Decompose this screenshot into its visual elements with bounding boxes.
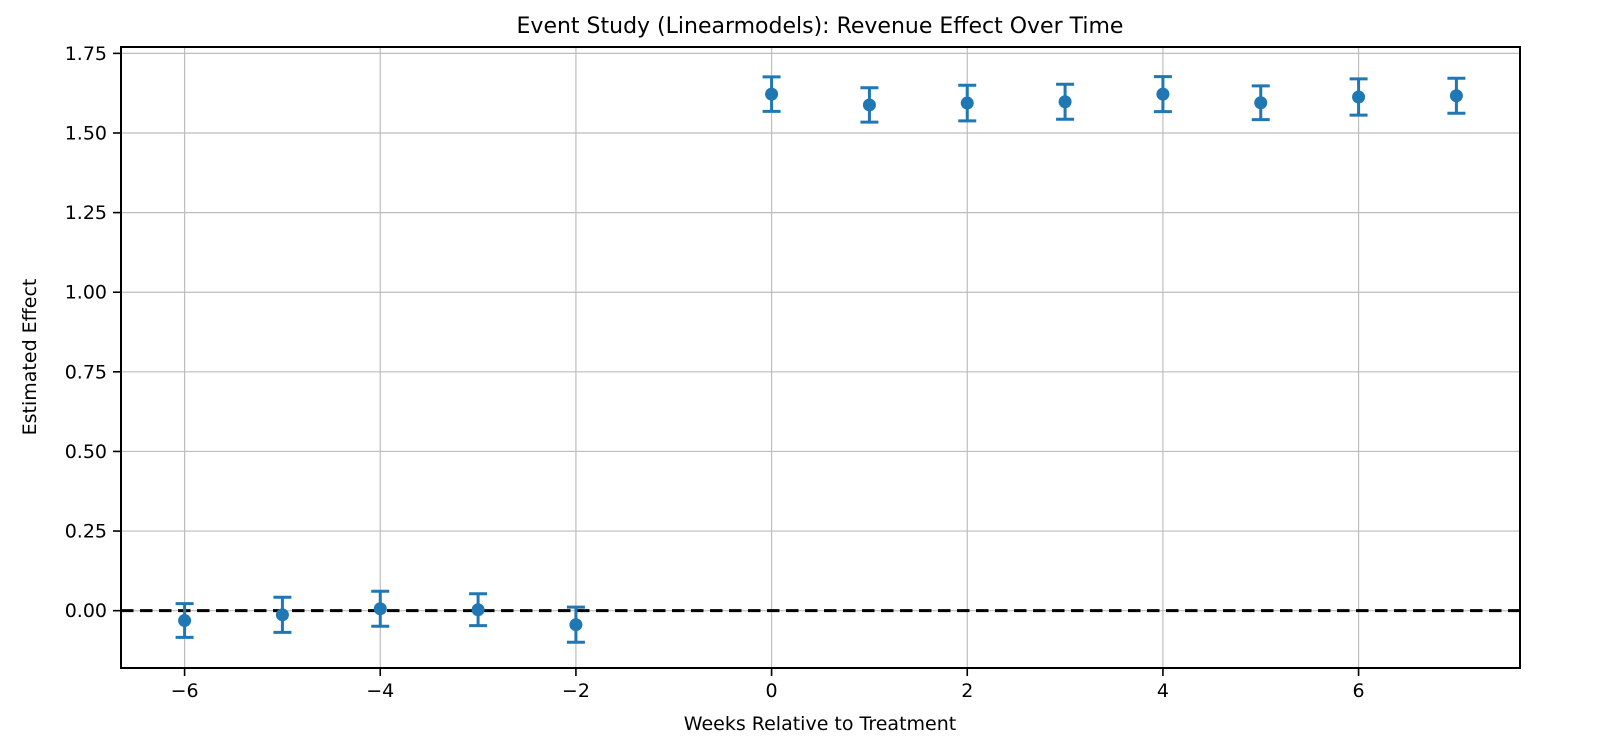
chart-title: Event Study (Linearmodels): Revenue Effe… [517, 14, 1124, 39]
x-tick-label: −4 [366, 680, 394, 702]
y-axis-label: Estimated Effect [19, 279, 41, 436]
x-axis-label: Weeks Relative to Treatment [684, 713, 956, 735]
data-point [569, 618, 583, 632]
y-tick-label: 0.25 [65, 521, 107, 543]
axes-frame-group [120, 46, 1521, 669]
x-tick-label: −6 [171, 680, 199, 702]
x-tick-label: −2 [562, 680, 590, 702]
y-tick-label: 0.75 [65, 361, 107, 383]
y-tick-label: 0.50 [65, 441, 107, 463]
data-point [1058, 95, 1072, 109]
data-point [373, 602, 387, 616]
data-point [1352, 90, 1366, 104]
x-tick-label: 2 [961, 680, 973, 702]
y-tick-label: 1.25 [65, 202, 107, 224]
data-point [1156, 87, 1170, 101]
plot-frame [120, 46, 1521, 669]
data-point [1254, 96, 1268, 110]
data-point [178, 614, 192, 628]
x-tick-label: 6 [1353, 680, 1365, 702]
data-point [862, 98, 876, 112]
data-point [960, 96, 974, 110]
x-tick-label: 0 [766, 680, 778, 702]
x-tick-label: 4 [1157, 680, 1169, 702]
data-point [275, 608, 289, 622]
gridlines-group [121, 47, 1520, 668]
errorbar-series-group [175, 75, 1466, 644]
series-estimated-effect [175, 75, 1466, 644]
y-tick-label: 0.00 [65, 600, 107, 622]
tick-group: −6 −4 −2 0 2 4 6 0.00 0.25 0.50 0.75 1.00 1.25 1.50 1.… [65, 43, 1365, 702]
data-point [765, 87, 779, 101]
y-tick-label: 1.00 [65, 282, 107, 304]
y-tick-label: 1.75 [65, 43, 107, 65]
data-point [471, 603, 485, 617]
y-tick-label: 1.50 [65, 122, 107, 144]
data-point [1449, 89, 1463, 103]
